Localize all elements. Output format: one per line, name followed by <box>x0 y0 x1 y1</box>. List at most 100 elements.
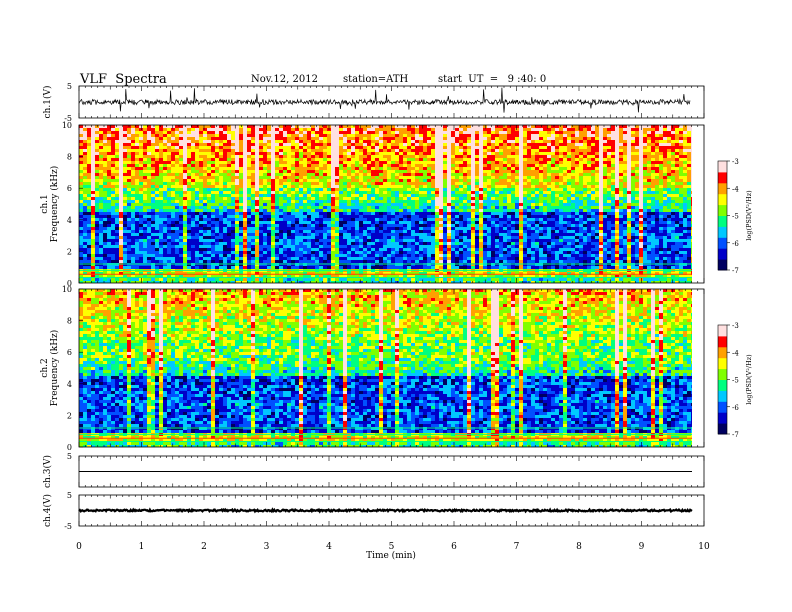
colorbar-segment <box>718 234 727 238</box>
colorbar-segment <box>718 376 727 380</box>
colorbar-segment <box>718 406 727 410</box>
y-tick-label: 8 <box>67 317 72 326</box>
frequency-axis-label: Frequency (kHz) <box>49 166 60 243</box>
colorbar-segment <box>718 325 727 329</box>
colorbar-segment <box>718 431 727 435</box>
colorbar-segment <box>718 248 727 252</box>
colorbar-segment <box>718 163 727 167</box>
ch1-waveform <box>78 87 691 113</box>
colorbar-segment <box>718 425 727 430</box>
colorbar-segment <box>718 212 727 216</box>
colorbar-tick-label: -7 <box>732 267 739 275</box>
x-tick-label: 6 <box>451 542 457 552</box>
colorbar-tick-label: -3 <box>732 322 739 330</box>
x-tick-label: 0 <box>76 542 82 552</box>
colorbar-segment <box>718 330 727 334</box>
colorbar-segment <box>718 335 727 340</box>
x-tick-label: 10 <box>698 542 710 552</box>
date-label: Nov.12, 2012 <box>251 74 318 85</box>
x-tick-label: 5 <box>389 542 395 552</box>
y-tick-label: 2 <box>67 411 72 420</box>
colorbar-segment <box>718 264 727 268</box>
colorbar-segment <box>718 242 727 246</box>
colorbar-segment <box>718 379 727 383</box>
colorbar-segment <box>718 395 727 400</box>
colorbar-segment <box>718 338 727 342</box>
channel-axis-label: ch.1(V) <box>42 86 53 119</box>
colorbar-segment <box>718 390 727 394</box>
colorbar-segment <box>718 171 727 176</box>
colorbar-segment <box>718 384 727 389</box>
colorbar-segment <box>718 182 727 187</box>
colorbar-segment <box>718 420 727 424</box>
colorbar-segment <box>718 417 727 421</box>
colorbar-tick-label: -5 <box>732 213 739 221</box>
y-tick-label: 6 <box>67 348 72 357</box>
colorbar-segment <box>718 174 727 178</box>
colorbar-segment <box>718 169 727 173</box>
colorbar-segment <box>718 207 727 211</box>
y-tick-label: 10 <box>62 285 72 294</box>
colorbar-segment <box>718 352 727 356</box>
colorbar-segment <box>718 240 727 244</box>
colorbar-segment <box>718 341 727 345</box>
colorbar-segment <box>718 250 727 255</box>
colorbar-segment <box>718 333 727 337</box>
y-tick-label: 5 <box>67 491 72 500</box>
colorbar-segment <box>718 166 727 170</box>
colorbar-label: log(PSD(V²/Hz) <box>745 190 753 241</box>
x-tick-label: 2 <box>201 542 207 552</box>
x-tick-label: 7 <box>514 542 520 552</box>
colorbar-segment <box>718 256 727 260</box>
y-tick-label: -5 <box>64 522 72 531</box>
colorbar-segment <box>718 196 727 200</box>
colorbar-segment <box>718 226 727 230</box>
colorbar-segment <box>718 199 727 203</box>
y-tick-label: 2 <box>67 247 72 256</box>
colorbar-tick-label: -7 <box>732 431 739 439</box>
colorbar-segment <box>718 245 727 249</box>
y-tick-label: 0 <box>67 279 72 288</box>
colorbar-segment <box>718 180 727 184</box>
y-tick-label: 10 <box>62 121 72 130</box>
colorbar-tick-label: -6 <box>732 240 739 248</box>
colorbar-segment <box>718 188 727 192</box>
colorbar-segment <box>718 204 727 208</box>
x-tick-label: 3 <box>264 542 270 552</box>
x-tick-label: 4 <box>326 542 332 552</box>
colorbar-segment <box>718 401 727 405</box>
colorbar-segment <box>718 261 727 266</box>
colorbar-segment <box>718 360 727 364</box>
y-tick-label: 5 <box>67 82 72 91</box>
colorbar-segment <box>718 346 727 351</box>
colorbar-tick-label: -5 <box>732 377 739 385</box>
colorbar-segment <box>718 177 727 181</box>
colorbar-tick-label: -3 <box>732 158 739 166</box>
colorbar-segment <box>718 237 727 241</box>
y-tick-label: 6 <box>67 184 72 193</box>
spectrogram-channel-label: ch.2 <box>40 358 50 377</box>
colorbar-tick-label: -4 <box>732 185 739 193</box>
colorbar-segment <box>718 161 727 165</box>
x-axis-label: Time (min) <box>366 550 416 561</box>
colorbar-segment <box>718 387 727 391</box>
colorbar-segment <box>718 185 727 189</box>
colorbar-segment <box>718 253 727 257</box>
start-time-label: start UT = 9 :40: 0 <box>438 74 547 85</box>
colorbar-tick-label: -6 <box>732 404 739 412</box>
frequency-axis-label: Frequency (kHz) <box>49 330 60 407</box>
spectrogram-channel-label: ch.1 <box>40 194 50 213</box>
colorbar-segment <box>718 259 727 263</box>
colorbar-segment <box>718 344 727 348</box>
colorbar-segment <box>718 423 727 427</box>
x-tick-label: 9 <box>639 542 645 552</box>
colorbar-segment <box>718 229 727 233</box>
y-tick-label: 8 <box>67 153 72 162</box>
colorbar-segment <box>718 267 727 271</box>
colorbar-segment <box>718 428 727 432</box>
colorbar-segment <box>718 404 727 408</box>
colorbar-segment <box>718 363 727 367</box>
y-tick-label: 5 <box>67 452 72 461</box>
colorbar-segment <box>718 210 727 214</box>
